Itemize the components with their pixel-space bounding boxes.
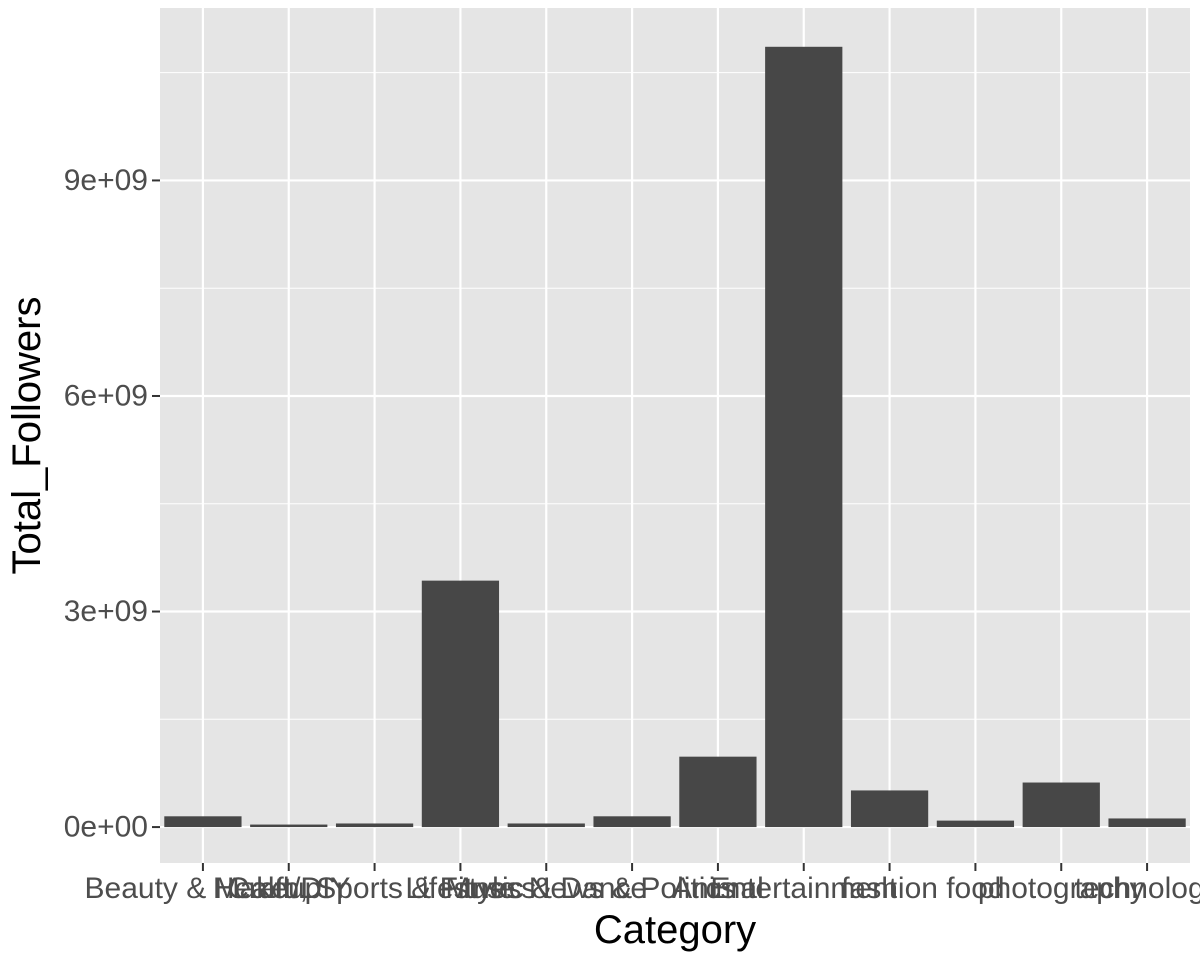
bar <box>936 820 1015 828</box>
x-tick-label: Entertainment <box>710 872 897 905</box>
x-tick-label: photography <box>978 872 1145 905</box>
bar <box>593 816 671 828</box>
bar <box>765 46 843 828</box>
bar <box>507 823 585 828</box>
y-tick-label: 6e+09 <box>64 379 148 412</box>
bar <box>164 816 242 828</box>
x-tick-label: Craft/DIY <box>227 872 350 905</box>
bar <box>335 823 414 828</box>
bar <box>850 790 929 828</box>
x-tick-label: Lifestyle <box>405 872 515 905</box>
x-tick-label: Beauty & Makeup <box>85 872 322 905</box>
x-tick-label: Animal <box>672 872 764 905</box>
x-tick-label: food <box>946 872 1004 905</box>
major-grid <box>160 8 1190 863</box>
y-tick-label: 9e+09 <box>64 164 148 197</box>
bar <box>421 580 500 828</box>
x-tick-label: News & Politics <box>529 872 736 905</box>
x-tick-label: technology <box>1075 872 1200 905</box>
bar <box>250 824 328 828</box>
bar <box>679 756 757 828</box>
bar <box>1022 782 1100 828</box>
x-axis-title: Category <box>594 908 756 952</box>
y-axis: 0e+00 3e+09 6e+09 9e+09 <box>64 164 160 844</box>
minor-grid <box>160 72 1190 720</box>
y-tick-label: 0e+00 <box>64 811 148 844</box>
x-tick-label: Health, Sports & Fitness <box>213 872 536 905</box>
y-tick-label: 3e+09 <box>64 595 148 628</box>
plot-panel <box>160 8 1190 863</box>
x-tick-label: Music & Dance <box>445 872 647 905</box>
y-axis-title: Total_Followers <box>5 297 49 575</box>
bar <box>1108 818 1186 828</box>
bars <box>164 46 1186 828</box>
x-tick-label: fashion <box>841 872 938 905</box>
